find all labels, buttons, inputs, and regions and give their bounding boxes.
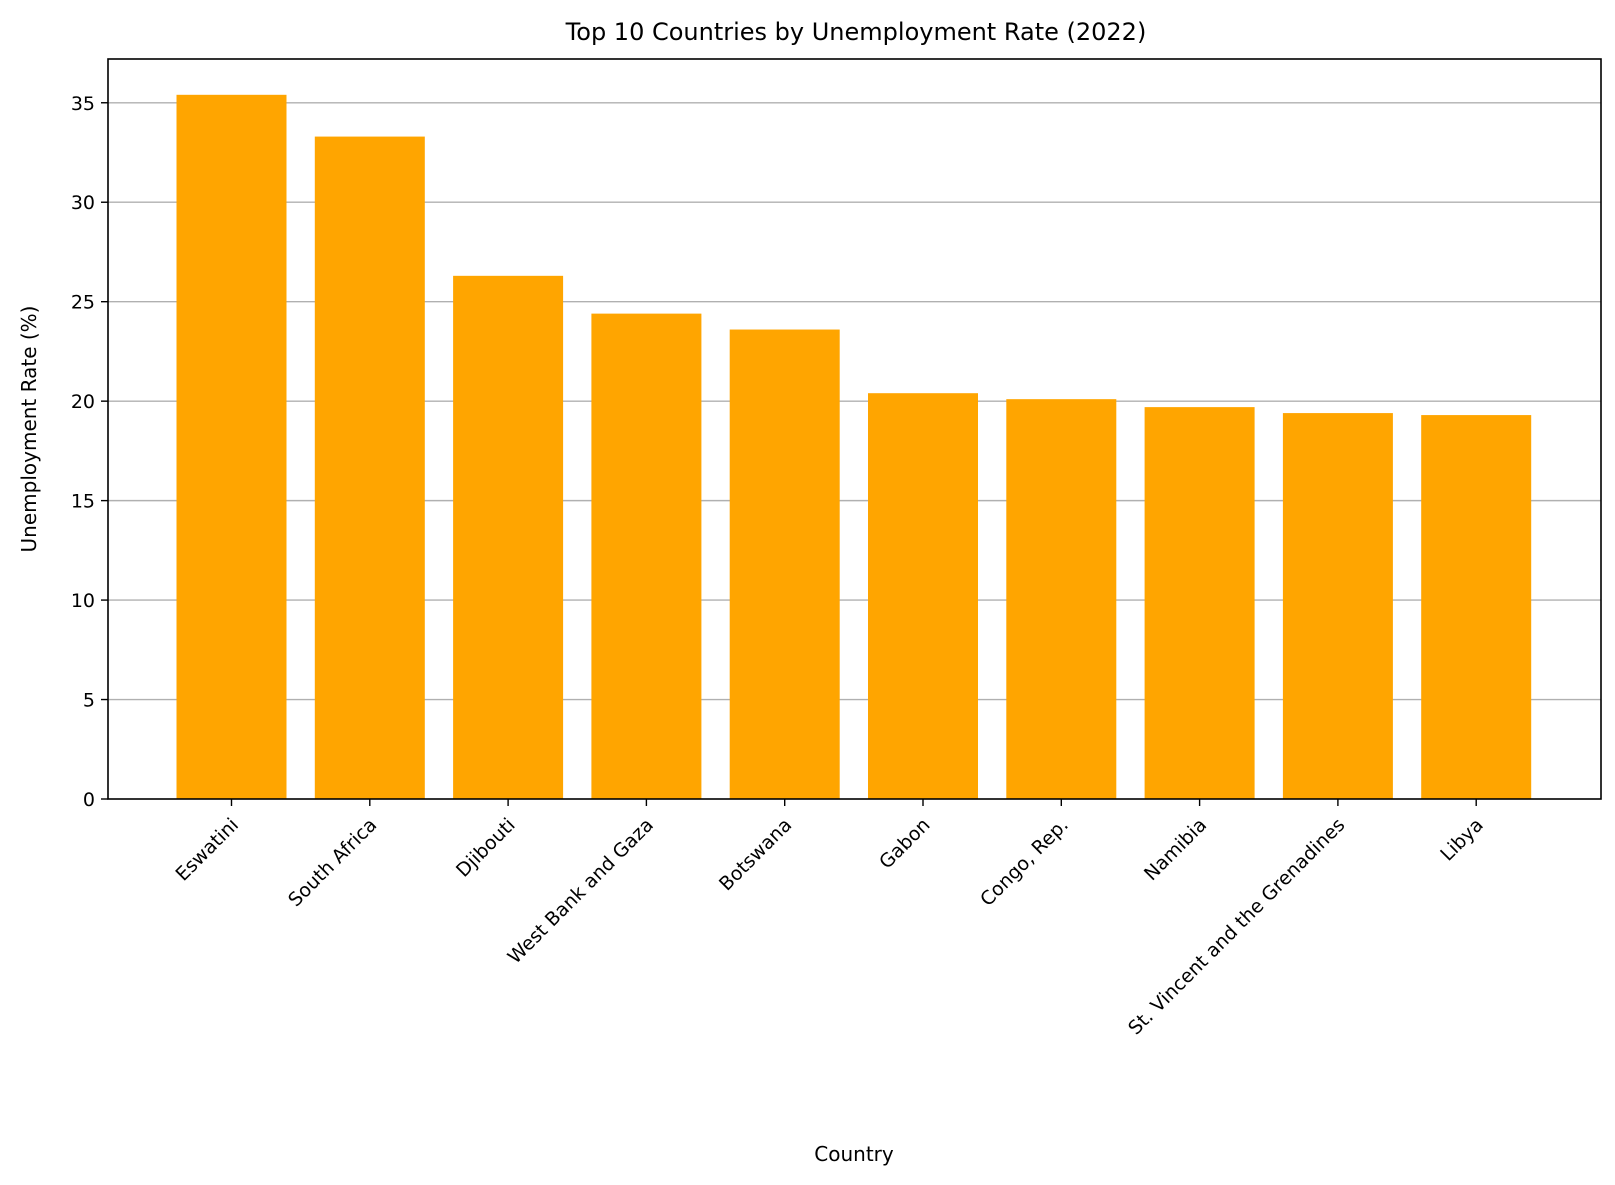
x-tick-label: West Bank and Gaza <box>504 814 658 968</box>
bar <box>1421 415 1532 799</box>
bar <box>868 393 978 799</box>
y-tick-label: 30 <box>71 192 95 214</box>
x-tick-label: South Africa <box>284 814 381 911</box>
y-tick-label: 10 <box>71 590 95 612</box>
bar <box>591 313 702 799</box>
y-tick-label: 5 <box>83 690 95 712</box>
plot-frame <box>107 58 1602 800</box>
y-tick-label: 0 <box>83 789 95 811</box>
y-axis: 0 5 10 15 20 25 30 35 <box>71 93 108 811</box>
x-tick-label: Libya <box>1436 814 1487 865</box>
y-tick-label: 15 <box>71 491 95 513</box>
bar <box>729 329 840 799</box>
bar <box>314 136 425 800</box>
bar <box>176 94 287 799</box>
bars <box>176 94 1532 800</box>
x-tick-label: St. Vincent and the Grenadines <box>1124 814 1349 1039</box>
y-axis-label: Unemployment Rate (%) <box>17 306 41 553</box>
x-tick-label: Djibouti <box>452 814 520 882</box>
bar <box>1144 407 1255 799</box>
x-tick-label: Gabon <box>875 814 934 873</box>
x-tick-label: Eswatini <box>172 814 244 886</box>
y-tick-label: 25 <box>71 292 95 314</box>
chart-title: Top 10 Countries by Unemployment Rate (2… <box>565 18 1147 46</box>
x-axis-label: Country <box>814 1142 894 1166</box>
x-tick-label: Congo, Rep. <box>976 814 1073 911</box>
x-tick-label: Botswana <box>715 814 796 895</box>
x-tick-label: Namibia <box>1140 814 1211 885</box>
bar <box>1006 399 1117 799</box>
y-tick-label: 20 <box>71 391 95 413</box>
bar <box>1282 413 1393 799</box>
bar <box>453 275 564 799</box>
y-tick-label: 35 <box>71 93 95 115</box>
